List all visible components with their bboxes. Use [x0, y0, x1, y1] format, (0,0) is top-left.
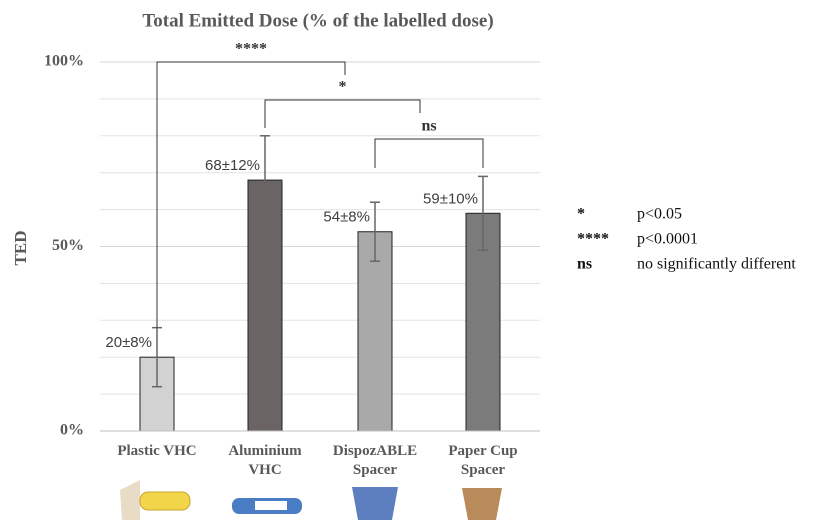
legend-symbol: ****	[577, 231, 609, 248]
x-tick-label: Aluminium VHC	[213, 442, 317, 480]
device-images	[120, 480, 502, 520]
paper-cup-image	[462, 488, 502, 520]
y-axis-label: TED	[11, 231, 30, 266]
dispozable-image	[352, 487, 398, 520]
value-label: 20±8%	[105, 334, 152, 351]
value-label: 59±10%	[423, 190, 478, 207]
significance-label: *	[339, 79, 347, 96]
significance-label: ****	[235, 41, 267, 58]
plastic-vhc-image	[120, 480, 140, 520]
x-tick-label: Paper Cup Spacer	[431, 442, 535, 480]
significance-bracket	[375, 139, 483, 168]
x-tick-label: DispozABLE Spacer	[323, 442, 427, 480]
aluminium-vhc-image	[255, 501, 287, 510]
y-tick-label: 0%	[60, 422, 84, 439]
y-tick-label: 100%	[44, 53, 84, 70]
legend-meaning: p<0.0001	[637, 231, 698, 248]
y-tick-label: 50%	[52, 237, 84, 254]
legend-symbol: *	[577, 206, 585, 223]
significance-bracket	[265, 100, 420, 128]
chart-title: Total Emitted Dose (% of the labelled do…	[142, 10, 493, 31]
x-tick-label: Plastic VHC	[105, 442, 209, 461]
legend-symbol: ns	[577, 256, 592, 273]
legend-meaning: p<0.05	[637, 206, 682, 223]
significance-label: ns	[421, 118, 436, 135]
plastic-vhc-image	[140, 492, 190, 510]
legend-meaning: no significantly different	[637, 256, 796, 273]
value-label: 54±8%	[323, 209, 370, 226]
page: Total Emitted Dose (% of the labelled do…	[0, 0, 826, 523]
value-label: 68±12%	[205, 157, 260, 174]
